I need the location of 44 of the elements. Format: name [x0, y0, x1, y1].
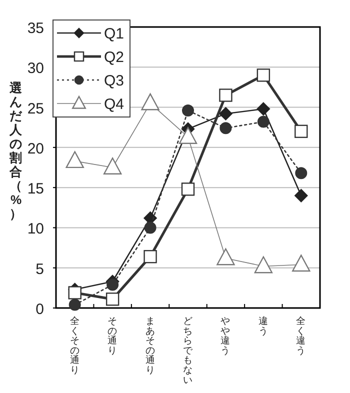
point [103, 158, 122, 174]
x-tick-label: その通り [108, 316, 118, 356]
legend-label: Q4 [104, 96, 124, 113]
point [219, 88, 232, 102]
y-tick-label: 15 [27, 180, 44, 198]
y-tick-label: 5 [36, 260, 44, 278]
y-tick-label: 10 [27, 220, 44, 238]
point [256, 68, 270, 82]
y-tick-label: 20 [27, 140, 44, 158]
point [219, 107, 232, 120]
point [141, 93, 160, 110]
point [254, 256, 273, 274]
point [294, 124, 308, 138]
x-tick-label: まあその通り [145, 316, 156, 376]
legend-label: Q3 [104, 72, 124, 90]
x-tick-label: 全く違う [296, 315, 306, 356]
point [257, 116, 270, 128]
point [178, 127, 198, 144]
point [106, 278, 119, 291]
legend-label: Q2 [104, 49, 124, 66]
x-tick-label: 全くその通り [70, 315, 80, 376]
point [294, 189, 308, 202]
point [144, 250, 157, 264]
point [292, 254, 310, 272]
point [68, 286, 82, 300]
point [220, 122, 232, 134]
point [181, 182, 195, 196]
point [106, 292, 120, 306]
point [144, 222, 156, 234]
x-tick-label: やや違う [220, 316, 231, 356]
x-tick-label: 違う [258, 315, 268, 337]
point [295, 167, 308, 180]
point [182, 104, 194, 116]
point [256, 102, 270, 116]
y-tick-label: 35 [27, 20, 44, 37]
legend-label: Q1 [104, 26, 124, 42]
x-tick-label: どちらでもない [183, 316, 194, 386]
point [66, 151, 84, 168]
text: 選んだ人の割合（%） [10, 81, 22, 221]
point [68, 298, 81, 311]
y-tick-label: 25 [27, 100, 44, 118]
point [216, 248, 235, 266]
y-tick-label: 30 [27, 60, 44, 78]
y-tick-label: 0 [36, 301, 44, 318]
